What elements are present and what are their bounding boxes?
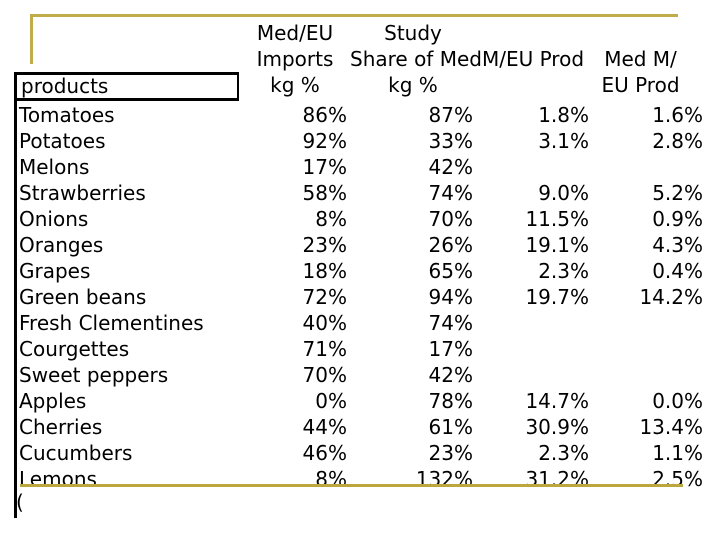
truncated-row-text: (	[16, 490, 24, 514]
value-cell: 26%	[428, 233, 473, 257]
bottom-accent-line	[20, 484, 683, 487]
product-name-cell: Strawberries	[19, 181, 146, 205]
value-cell	[476, 362, 590, 388]
value-cell: 31.2%	[525, 467, 589, 491]
value-cell: 2.5%	[652, 467, 703, 491]
value-cell: 58%	[302, 181, 347, 205]
value-cell: 46%	[302, 441, 347, 465]
value-cell: 14.2%	[639, 285, 703, 309]
value-cell: 30.9%	[525, 415, 589, 439]
value-cell: 3.1%	[538, 129, 589, 153]
product-name-cell: Tomatoes	[19, 103, 115, 127]
products-header-label: products	[21, 74, 109, 98]
product-name-cell: Lemons	[19, 467, 97, 491]
product-name-cell: Fresh Clementines	[19, 311, 204, 335]
header-study-share-line2: Share of Med	[350, 47, 482, 71]
value-cell	[476, 310, 590, 336]
product-name-cell: Cherries	[19, 415, 103, 439]
product-name-cell: Potatoes	[19, 129, 106, 153]
product-name-cell: Sweet peppers	[19, 363, 169, 387]
value-cell: 33%	[428, 129, 473, 153]
value-cell: 18%	[302, 259, 347, 283]
left-accent-line	[30, 14, 33, 64]
value-cell: 0.0%	[652, 389, 703, 413]
value-cell	[590, 154, 703, 180]
value-cell: 74%	[428, 311, 473, 335]
product-name-cell: Courgettes	[19, 337, 130, 361]
value-cell: 14.7%	[525, 389, 589, 413]
value-cell: 70%	[428, 207, 473, 231]
product-name-cell: Oranges	[19, 233, 104, 257]
product-name-cell: Onions	[19, 207, 89, 231]
value-cell: 72%	[302, 285, 347, 309]
header-m-eu-prod-line1	[476, 20, 590, 46]
value-cell: 61%	[428, 415, 473, 439]
value-cell: 74%	[428, 181, 473, 205]
table-header: Med/EU Study Imports Share of Med M/EU P…	[240, 20, 703, 98]
value-cell: 44%	[302, 415, 347, 439]
value-cell: 132%	[415, 467, 473, 491]
value-cell: 1.6%	[652, 103, 703, 127]
value-cell	[590, 310, 703, 336]
value-cell: 65%	[428, 259, 473, 283]
value-cell: 9.0%	[538, 181, 589, 205]
value-cell	[590, 362, 703, 388]
value-cell: 40%	[302, 311, 347, 335]
value-cell: 42%	[428, 363, 473, 387]
product-name-cell: Grapes	[19, 259, 91, 283]
table-body: Tomatoes 86% 87% 1.8% 1.6% Potatoes 92% 33% 3.1%…	[14, 102, 703, 492]
value-cell: 13.4%	[639, 415, 703, 439]
value-cell: 94%	[428, 285, 473, 309]
value-cell: 0%	[315, 389, 347, 413]
value-cell: 1.8%	[538, 103, 589, 127]
header-med-eu-imports-line1: Med/EU	[256, 21, 334, 45]
value-cell	[476, 336, 590, 362]
product-name-cell: Apples	[19, 389, 87, 413]
value-cell: 2.3%	[538, 441, 589, 465]
table-left-border	[14, 72, 17, 518]
value-cell: 1.1%	[652, 441, 703, 465]
value-cell: 86%	[302, 103, 347, 127]
header-med-eu-imports-line3: kg %	[270, 73, 320, 97]
value-cell: 70%	[302, 363, 347, 387]
product-name-cell: Melons	[19, 155, 90, 179]
value-cell: 17%	[302, 155, 347, 179]
header-med-eu-imports-line2: Imports	[256, 47, 334, 71]
value-cell: 0.9%	[652, 207, 703, 231]
value-cell: 23%	[428, 441, 473, 465]
value-cell: 19.7%	[525, 285, 589, 309]
value-cell: 19.1%	[525, 233, 589, 257]
value-cell: 8%	[315, 467, 347, 491]
header-m-eu-prod-line3	[476, 72, 590, 98]
value-cell	[476, 154, 590, 180]
header-m-eu-prod-line2: M/EU Prod	[481, 47, 585, 71]
value-cell: 78%	[428, 389, 473, 413]
value-cell: 92%	[302, 129, 347, 153]
value-cell: 17%	[428, 337, 473, 361]
value-cell	[590, 336, 703, 362]
header-study-share-line3: kg %	[388, 73, 438, 97]
value-cell: 2.3%	[538, 259, 589, 283]
value-cell: 42%	[428, 155, 473, 179]
header-med-m-eu-prod-line3: EU Prod	[601, 73, 680, 97]
header-med-m-eu-prod-line2: Med M/	[604, 47, 677, 71]
header-study-share-line1: Study	[384, 21, 442, 45]
value-cell: 8%	[315, 207, 347, 231]
product-name-cell: Cucumbers	[19, 441, 133, 465]
value-cell: 5.2%	[652, 181, 703, 205]
value-cell: 23%	[302, 233, 347, 257]
value-cell: 2.8%	[652, 129, 703, 153]
products-header-cell: products	[14, 72, 239, 101]
product-name-cell: Green beans	[19, 285, 147, 309]
value-cell: 11.5%	[525, 207, 589, 231]
value-cell: 0.4%	[652, 259, 703, 283]
header-med-m-eu-prod-line1	[590, 20, 703, 46]
value-cell: 71%	[302, 337, 347, 361]
top-accent-line	[30, 14, 678, 17]
value-cell: 4.3%	[652, 233, 703, 257]
value-cell: 87%	[428, 103, 473, 127]
